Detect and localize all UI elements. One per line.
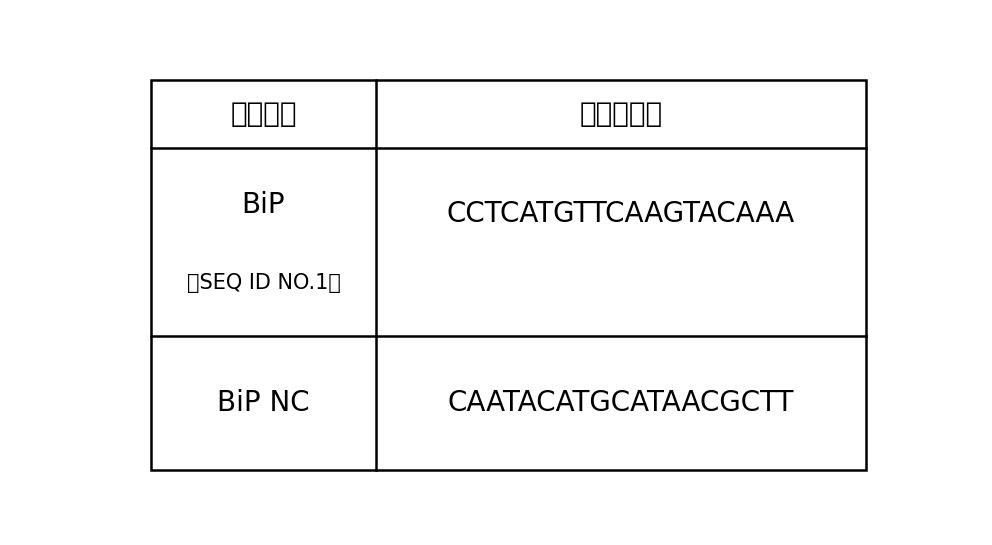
Text: CCTCATGTTCAAGTACAAA: CCTCATGTTCAAGTACAAA — [446, 200, 796, 228]
Text: CAATACATGCATAACGCTT: CAATACATGCATAACGCTT — [447, 389, 795, 417]
Text: BiP NC: BiP NC — [217, 389, 310, 417]
Text: 基因名称: 基因名称 — [230, 100, 297, 128]
Text: BiP: BiP — [242, 191, 286, 219]
Text: 靖基因序列: 靖基因序列 — [579, 100, 663, 128]
Text: （SEQ ID NO.1）: （SEQ ID NO.1） — [186, 273, 340, 293]
